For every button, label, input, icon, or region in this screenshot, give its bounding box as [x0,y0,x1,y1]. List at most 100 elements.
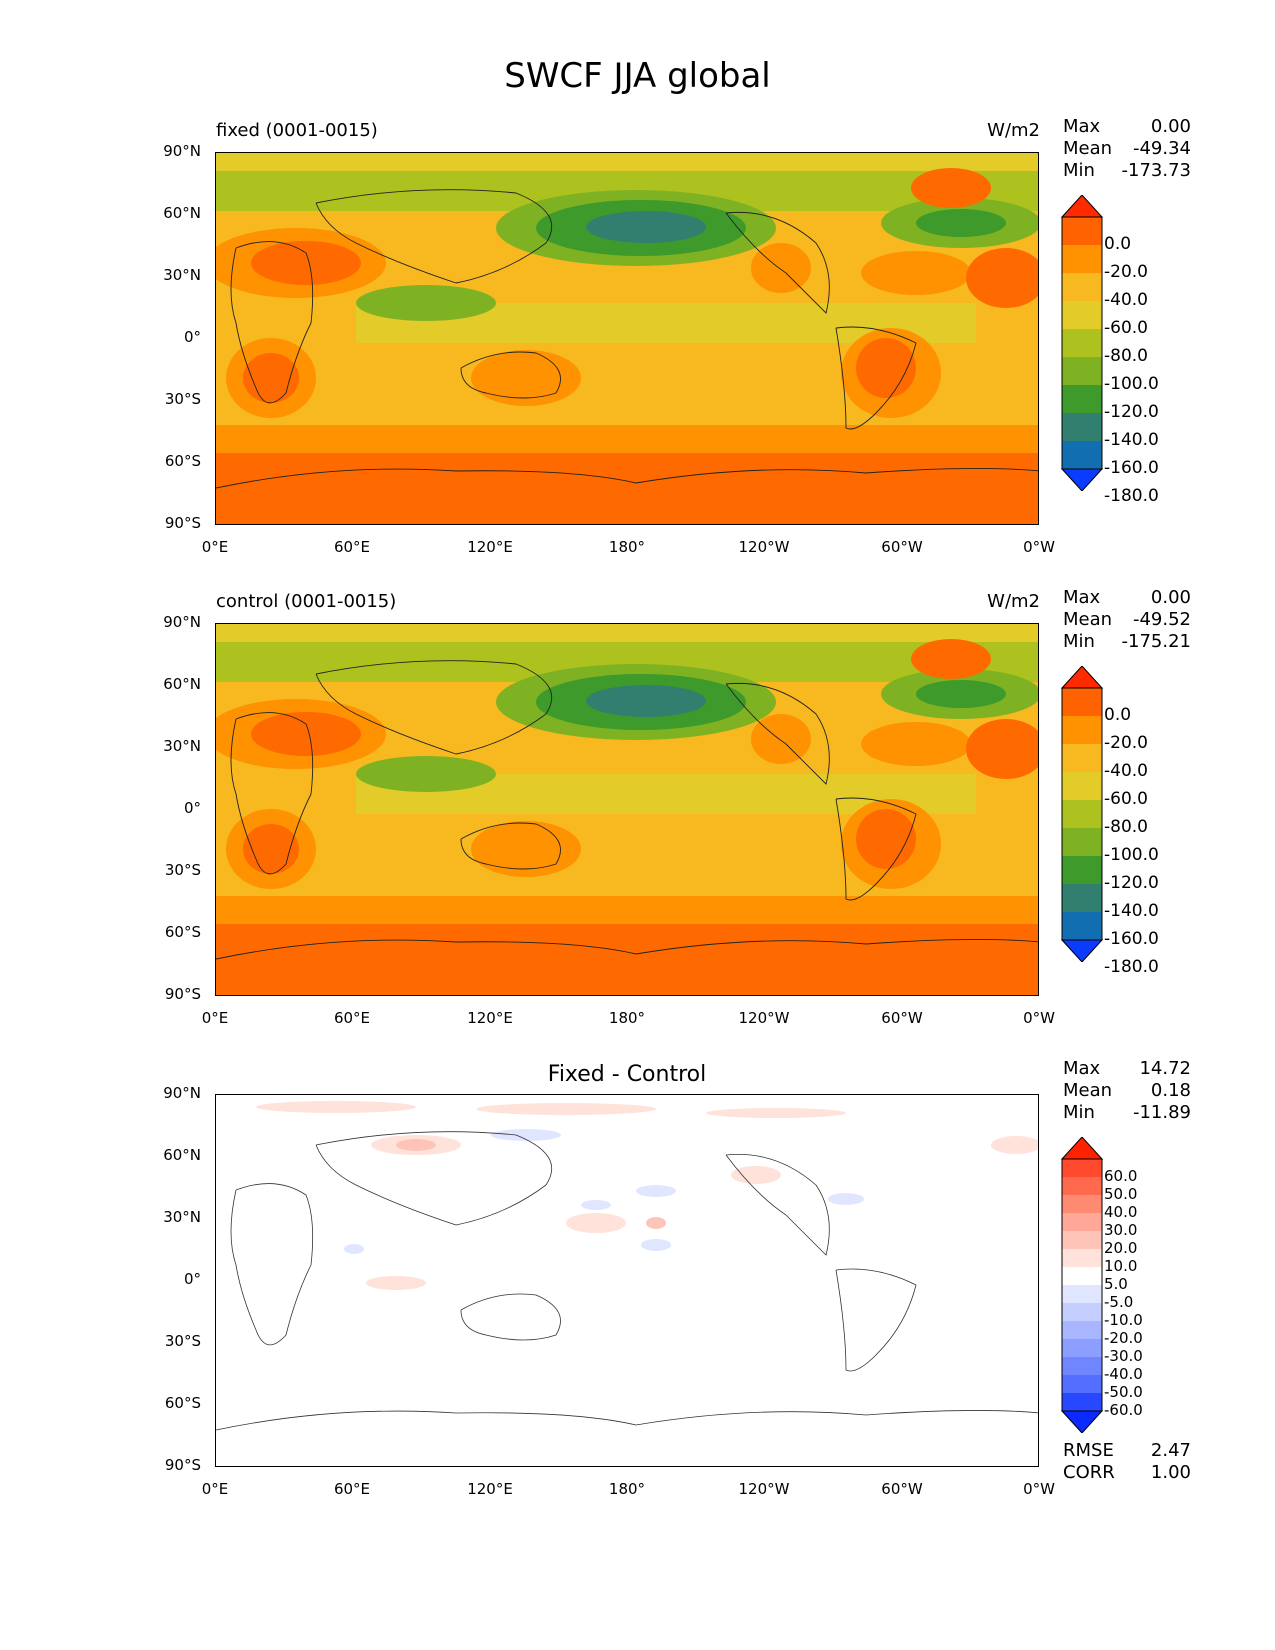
stat-label: Mean [1063,1080,1113,1101]
colorbar-label: 50.0 [1104,1185,1138,1204]
lat-label: 30°S [164,861,201,879]
colorbar-swatch [1062,688,1102,717]
stat-label: Min [1063,631,1095,652]
lat-label: 90°S [164,1456,201,1474]
lon-label: 120°W [738,1009,790,1027]
colorbar-label: -40.0 [1104,760,1148,781]
colorbar-label: -10.0 [1104,1311,1143,1330]
colorbar-label: 0.0 [1104,233,1132,254]
stat-label: Mean [1063,609,1113,630]
panel-difference: Fixed - Control [0,942,1275,1498]
lon-label: 60°E [333,538,371,556]
lat-label: 60°N [163,204,201,222]
colorbar-extend-top [1060,1137,1104,1160]
colorbar-label: -60.0 [1104,317,1148,338]
lon-label: 0°E [201,1009,229,1027]
colorbar-swatch [1062,1375,1102,1394]
colorbar-swatch [1062,273,1102,302]
stat-corr: CORR 1.00 [1063,1462,1191,1484]
lon-label: 0°W [1023,1480,1055,1498]
colorbar-label: -100.0 [1104,844,1159,865]
colorbar-swatch [1062,301,1102,330]
colorbar-label: -160.0 [1104,457,1159,478]
stat-label: Max [1063,587,1101,608]
lon-label: 60°W [881,1009,923,1027]
colorbar-label: 5.0 [1104,1275,1128,1294]
panel-units: W/m2 [987,120,1040,141]
colorbar-swatch [1062,716,1102,745]
panel-title: control (0001-0015) [216,591,397,612]
stat-label: Min [1063,160,1095,181]
colorbar-label: -140.0 [1104,900,1159,921]
lat-label: 30°N [163,266,201,284]
lon-label: 60°W [881,1480,923,1498]
panel-title: Fixed - Control [547,1062,707,1087]
map-fixed-field [216,153,1038,524]
colorbar-label: -120.0 [1104,872,1159,893]
colorbar-swatch [1062,1285,1102,1304]
colorbar-label: 10.0 [1104,1257,1138,1276]
colorbar-swatch [1062,856,1102,885]
colorbar-swatch [1062,385,1102,414]
stat-label: CORR [1063,1462,1115,1483]
colorbar-swatch [1062,912,1102,941]
colorbar-swatch [1062,1303,1102,1322]
colorbar-swatch [1062,884,1102,913]
panel-units: W/m2 [987,591,1040,612]
colorbar-label: -100.0 [1104,373,1159,394]
colorbar-label: -5.0 [1104,1293,1134,1312]
stat-min: Min -173.73 [1063,160,1191,182]
stat-min: Min -11.89 [1063,1102,1191,1124]
colorbar-label: -120.0 [1104,401,1159,422]
colorbar-label: 60.0 [1104,1167,1138,1186]
stat-rmse: RMSE 2.47 [1063,1440,1191,1462]
colorbar-label: -60.0 [1104,788,1148,809]
colorbar-label: -20.0 [1104,732,1148,753]
panel-title: fixed (0001-0015) [216,120,378,141]
lat-label: 60°N [163,675,201,693]
lat-label: 60°S [164,1394,201,1412]
lon-label: 60°E [333,1480,371,1498]
panel-control: control (0001-0015) W/m2 [0,471,1275,1027]
lon-label: 0°E [201,1480,229,1498]
lat-label: 90°N [163,142,201,160]
colorbar-swatch [1062,744,1102,773]
lon-label: 0°E [201,538,229,556]
stat-value: 14.72 [1139,1058,1191,1079]
stat-value: 0.00 [1150,116,1191,137]
colorbar-label: -50.0 [1104,1383,1143,1402]
colorbar-outline [1061,1158,1103,1412]
colorbar-swatch [1062,772,1102,801]
colorbar-swatch [1062,1393,1102,1412]
lon-label: 0°W [1023,1009,1055,1027]
stat-label: RMSE [1063,1440,1114,1461]
colorbar-label: -20.0 [1104,261,1148,282]
stat-value: -173.73 [1121,160,1191,181]
map-fixed [215,152,1039,525]
colorbar-outline [1061,216,1103,470]
colorbar [1060,666,1104,962]
colorbar-swatch [1062,245,1102,274]
lon-label: 60°W [881,538,923,556]
lat-label: 60°N [163,1146,201,1164]
map-difference-field [216,1095,1038,1466]
colorbar-swatch [1062,1267,1102,1286]
colorbar-swatch [1062,329,1102,358]
lon-label: 120°W [738,1480,790,1498]
colorbar-label: 0.0 [1104,704,1132,725]
colorbar-swatch [1062,441,1102,470]
colorbar-label: -180.0 [1104,485,1159,506]
lat-label: 0° [183,1270,201,1288]
colorbar-label: -80.0 [1104,816,1148,837]
stat-mean: Mean 0.18 [1063,1080,1191,1102]
stat-min: Min -175.21 [1063,631,1191,653]
colorbar-swatch [1062,1177,1102,1196]
lat-label: 30°N [163,737,201,755]
lon-label: 180° [608,1480,646,1498]
colorbar-swatch [1062,217,1102,246]
colorbar-swatch [1062,828,1102,857]
lat-label: 60°S [164,452,201,470]
lat-label: 0° [183,328,201,346]
stat-value: 0.00 [1150,587,1191,608]
stat-label: Min [1063,1102,1095,1123]
